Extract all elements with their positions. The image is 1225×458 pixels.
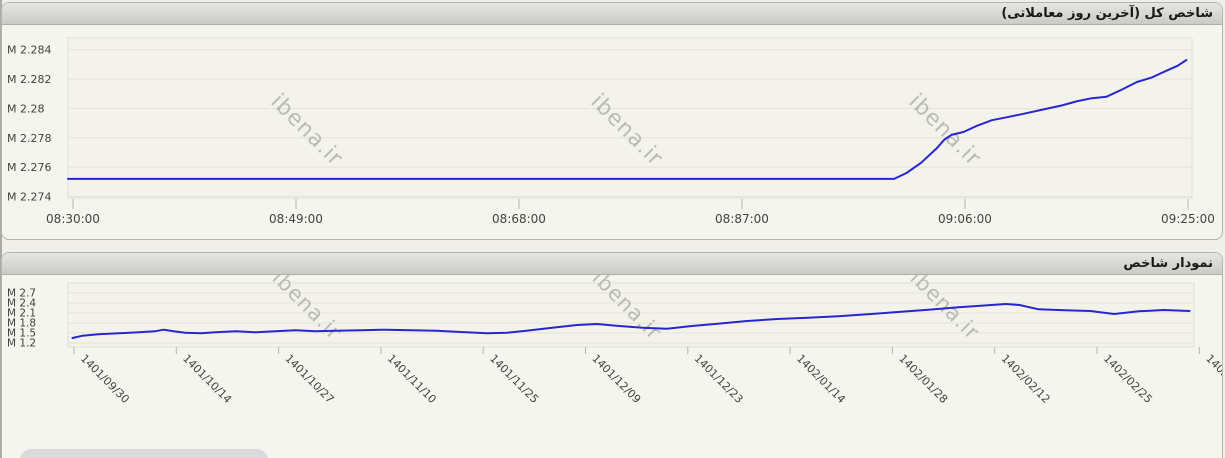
bottom-left-cutoff-button[interactable] (20, 449, 268, 458)
y-axis-tick-label: M 2.276 (7, 161, 51, 174)
intraday-index-chart: M 2.284 M 2.282 M 2.28 M 2.278 M 2.276 M 2.27… (7, 37, 1215, 226)
y-axis-tick-label: M 2.282 (7, 73, 51, 86)
index-history-chart: M 2.7M 2.4M 2.1M 1.8M 1.5M 1.2 1401/09/30… (7, 275, 1222, 406)
x-axis-tick-label: 08:68:00 (492, 212, 546, 226)
x-axis-tick-label: 1402/01/28 (896, 352, 950, 406)
intraday-index-panel-header: شاخص کل (آخرین روز معاملاتی) (2, 3, 1222, 25)
x-axis-tick-label: 1401/11/10 (385, 352, 439, 406)
y-axis-tick-label: M 2.28 (7, 102, 44, 115)
x-axis-tick-label: 1401/12/09 (589, 352, 643, 406)
x-axis-tick-label: 08:30:00 (46, 212, 100, 226)
intraday-index-panel: شاخص کل (آخرین روز معاملاتی) M 2.284 M 2.… (1, 2, 1223, 240)
y-axis-tick-label: M 2.1 (7, 308, 36, 320)
intraday-index-panel-title: شاخص کل (آخرین روز معاملاتی) (1001, 6, 1213, 21)
index-history-panel-title: نمودار شاخص (1123, 256, 1213, 271)
x-axis-tick-label: 1401/11/25 (487, 352, 541, 406)
index-history-panel-header: نمودار شاخص (2, 253, 1222, 275)
y-axis-tick-label: M 1.8 (7, 318, 36, 330)
x-axis-tick-label: 1401/10/27 (282, 352, 336, 406)
index-history-panel: نمودار شاخص M 2.7 M 2.4 M 2.1 M 1.8 M 1.5 M 1… (1, 252, 1223, 458)
y-axis-tick-label: M 1.5 (7, 328, 36, 340)
x-axis-tick-label: 1401/10/14 (180, 352, 234, 406)
y-axis-tick-label: M 2.274 (7, 191, 51, 204)
x-axis-tick-label: 1402/01/14 (794, 352, 848, 406)
y-axis-tick-label: M 2.7 (7, 288, 36, 300)
x-axis-tick-label: 1402/02/12 (999, 352, 1053, 406)
y-axis-tick-label: M 2.278 (7, 132, 51, 145)
plot-area (67, 282, 1195, 348)
x-axis-tick-label: 09:25:00 (1161, 212, 1215, 226)
index-line-series (67, 59, 1188, 180)
y-axis-tick-label: M 2.284 (7, 44, 51, 57)
y-axis-tick-label: M 1.2 (7, 338, 36, 350)
index-line-series (71, 303, 1191, 339)
x-axis-tick-label: 1401/12/23 (692, 352, 746, 406)
x-axis-tick-label: 1401/09/30 (78, 352, 132, 406)
x-axis-tick-label: 09:06:00 (938, 212, 992, 226)
x-axis-tick-label: 08:87:00 (715, 212, 769, 226)
x-axis-tick-label: 1402/0 (1203, 352, 1222, 389)
x-axis-tick-label: 1402/02/25 (1101, 352, 1155, 406)
y-axis-tick-label: M 2.4 (7, 298, 36, 310)
x-axis-tick-label: 08:49:00 (269, 212, 323, 226)
